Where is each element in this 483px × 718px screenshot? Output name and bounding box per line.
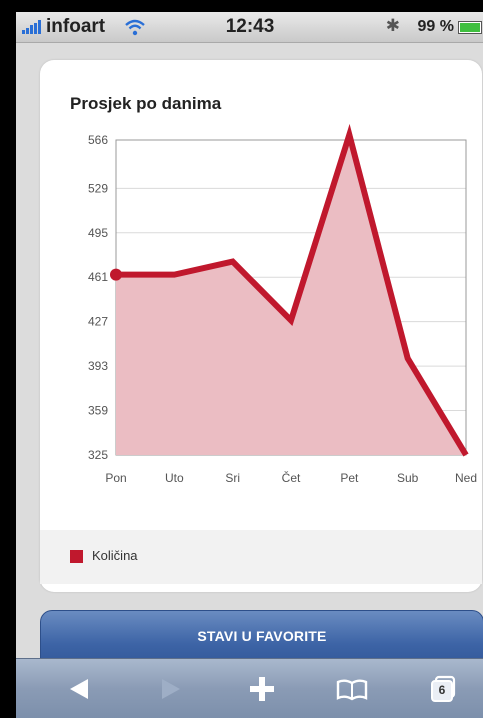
browser-toolbar: 6 <box>16 658 483 718</box>
back-icon <box>70 679 88 699</box>
chart-title: Prosjek po danima <box>70 94 222 113</box>
forward-button[interactable] <box>150 669 190 709</box>
bluetooth-icon: ✱ <box>385 16 400 35</box>
y-tick-label: 566 <box>88 133 108 147</box>
legend-label: Količina <box>92 548 138 563</box>
y-tick-label: 495 <box>88 226 108 240</box>
wifi-icon <box>125 19 145 36</box>
series-line <box>116 123 469 457</box>
battery-percent: 99 % <box>417 18 454 35</box>
carrier-name: infoart <box>46 16 106 37</box>
series-point <box>110 268 122 281</box>
bookmarks-icon <box>336 679 368 701</box>
x-tick-label: Pon <box>105 471 126 485</box>
signal-icon <box>22 20 42 34</box>
x-tick-label: Ned <box>455 471 477 485</box>
x-tick-label: Pet <box>340 471 359 485</box>
y-tick-label: 359 <box>88 404 108 418</box>
status-bar: infoart 12:43 ✱ 99 % <box>16 12 483 43</box>
bookmarks-button[interactable] <box>332 669 372 709</box>
tabs-count: 6 <box>438 683 446 697</box>
x-tick-label: Čet <box>282 470 301 485</box>
legend-swatch <box>70 550 83 563</box>
add-icon <box>250 677 274 701</box>
y-tick-label: 393 <box>88 359 108 373</box>
add-button[interactable] <box>242 669 282 709</box>
tabs-icon <box>431 675 456 702</box>
y-tick-label: 427 <box>88 315 108 329</box>
chart-card: Prosjek po danima 566 529 495 461 427 393 359 3… <box>40 60 482 592</box>
y-tick-label: 325 <box>88 448 108 462</box>
y-tick-label: 529 <box>88 181 108 195</box>
x-tick-label: Sub <box>397 471 419 485</box>
x-tick-label: Uto <box>165 471 184 485</box>
forward-icon <box>162 679 180 699</box>
back-button[interactable] <box>60 669 100 709</box>
clock: 12:43 <box>225 16 275 37</box>
chart-legend: Količina <box>40 530 482 584</box>
x-tick-label: Sri <box>225 471 240 485</box>
series-area <box>116 134 466 455</box>
y-tick-label: 461 <box>88 270 108 284</box>
phone-screen: infoart 12:43 ✱ 99 % Prosjek po danima 5… <box>16 12 483 718</box>
tabs-button[interactable]: 6 <box>424 669 464 709</box>
battery-icon <box>458 21 482 34</box>
area-chart: 566 529 495 461 427 393 359 325 Pon Uto Sri Čet Pet S… <box>88 123 477 485</box>
